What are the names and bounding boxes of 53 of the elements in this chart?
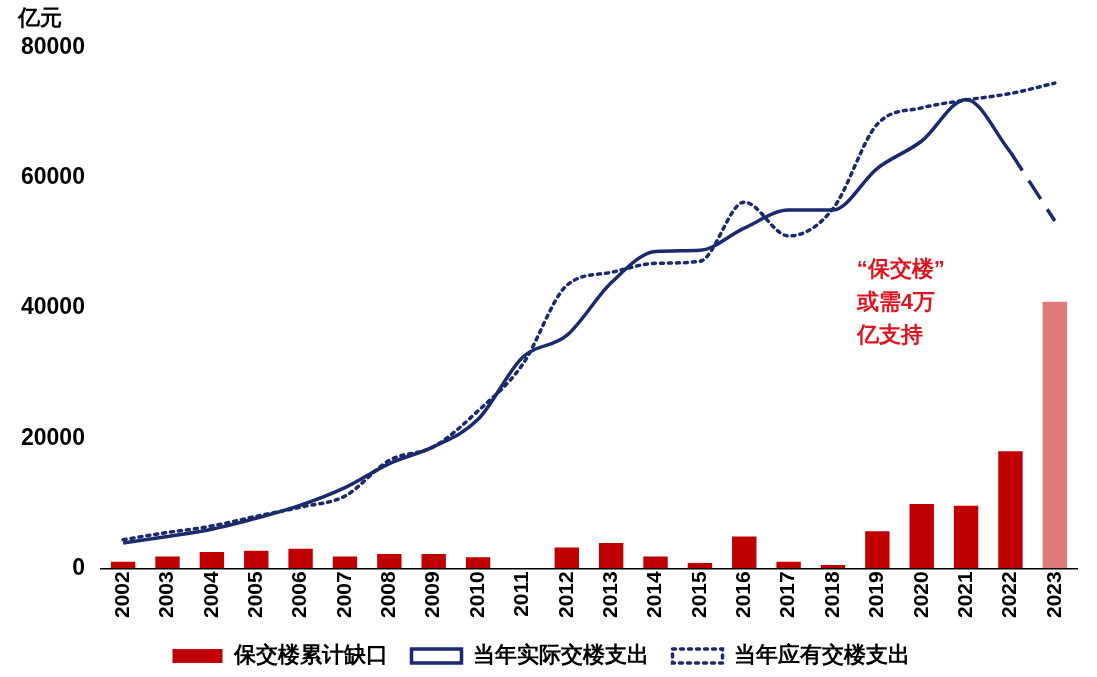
y-tick-label: 80000 — [20, 33, 85, 60]
x-tick-label: 2013 — [597, 571, 621, 618]
bar — [554, 547, 579, 569]
x-tick-label: 2015 — [686, 570, 710, 618]
bar — [465, 557, 491, 569]
x-tick-label: 2006 — [287, 571, 311, 618]
y-tick-label: 60000 — [20, 163, 85, 190]
x-tick-label: 2017 — [775, 571, 799, 618]
x-tick-label: 2003 — [154, 571, 178, 618]
bar — [998, 451, 1023, 569]
y-axis-title: 亿元 — [17, 5, 62, 31]
x-tick-label: 2021 — [952, 570, 976, 618]
y-tick-label: 40000 — [20, 293, 85, 320]
x-tick-label: 2018 — [819, 570, 843, 618]
bar — [332, 556, 358, 569]
bar — [288, 548, 313, 569]
x-tick-label: 2012 — [553, 571, 577, 618]
bar — [643, 556, 668, 569]
x-tick-label: 2011 — [509, 570, 533, 617]
x-tick-label: 2009 — [420, 571, 444, 618]
bar — [909, 503, 934, 569]
bar — [598, 542, 624, 569]
x-tick-label: 2022 — [997, 571, 1021, 618]
bar — [244, 550, 269, 569]
x-tick-label: 2004 — [198, 570, 222, 618]
bar — [865, 531, 890, 569]
bar — [421, 553, 446, 569]
bar — [110, 561, 136, 569]
annotation: “保交楼”或需4万亿支持 — [855, 255, 945, 347]
y-tick-label: 0 — [72, 553, 85, 580]
bar — [953, 505, 979, 569]
x-tick-label: 2019 — [864, 571, 888, 618]
x-tick-label: 2010 — [464, 571, 488, 618]
x-tick-label: 2008 — [376, 570, 400, 618]
x-tick-label: 2014 — [642, 570, 666, 618]
bar — [820, 565, 846, 569]
legend-label: 保交楼累计缺口 — [232, 642, 388, 668]
bar — [776, 561, 801, 569]
bar — [1042, 301, 1068, 569]
x-tick-label: 2016 — [731, 571, 755, 618]
bar — [155, 556, 180, 569]
bar — [687, 563, 713, 569]
x-tick-label: 2005 — [243, 570, 267, 618]
legend-label: 当年应有交楼支出 — [733, 642, 910, 668]
x-tick-label: 2020 — [908, 571, 932, 618]
x-tick-label: 2023 — [1041, 571, 1065, 618]
legend-label: 当年实际交楼支出 — [472, 642, 649, 668]
y-tick-label: 20000 — [20, 423, 85, 450]
x-tick-label: 2002 — [109, 571, 133, 618]
bar — [377, 553, 402, 569]
bar — [732, 536, 757, 569]
x-tick-label: 2007 — [331, 571, 355, 618]
bar — [199, 552, 225, 569]
